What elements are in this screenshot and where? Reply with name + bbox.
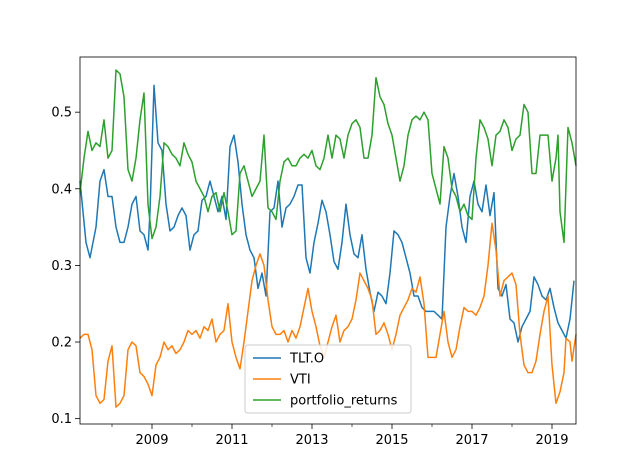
y-tick-label-1: 0.2 <box>51 336 72 351</box>
x-tick-label-1: 2011 <box>215 433 248 448</box>
x-tick-label-3: 2015 <box>375 433 408 448</box>
plot-frame <box>79 56 577 425</box>
legend-label-0: TLT.O <box>289 352 324 367</box>
x-tick-label-4: 2017 <box>455 433 488 448</box>
x-tick-label-5: 2019 <box>535 433 568 448</box>
x-tick-label-2: 2013 <box>295 433 328 448</box>
series-line-2 <box>79 69 577 244</box>
y-tick-label-4: 0.5 <box>51 106 72 121</box>
y-tick-label-0: 0.1 <box>51 412 72 427</box>
y-tick-label-3: 0.4 <box>51 182 72 197</box>
y-tick-label-2: 0.3 <box>51 259 72 274</box>
series-line-1 <box>79 222 577 408</box>
series-layer <box>79 69 577 408</box>
legend-box <box>244 344 412 414</box>
legend: TLT.O VTI portfolio_returns <box>244 344 412 414</box>
legend-label-1: VTI <box>290 373 311 388</box>
legend-label-2: portfolio_returns <box>290 394 398 409</box>
series-line-0 <box>79 84 575 343</box>
x-axis: 2009 2011 2013 2015 2017 2019 <box>111 424 569 448</box>
y-axis: 0.1 0.2 0.3 0.4 0.5 <box>51 106 80 427</box>
x-tick-label-0: 2009 <box>135 433 168 448</box>
